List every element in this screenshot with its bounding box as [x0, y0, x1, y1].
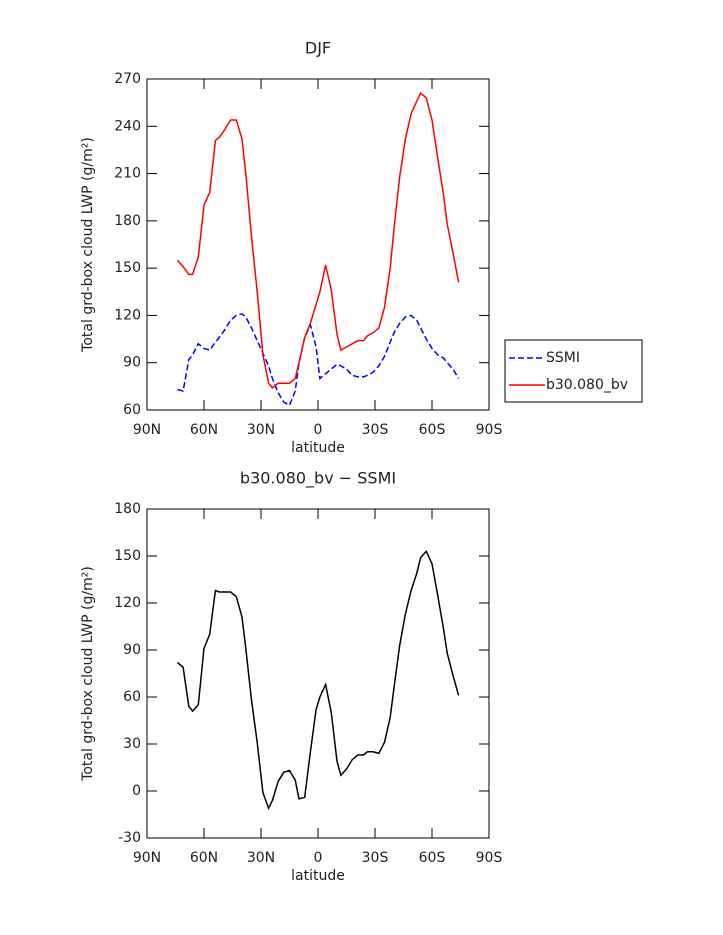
x-tick-label: 30N [247, 850, 275, 866]
x-tick-label: 30N [247, 422, 275, 438]
x-tick-label: 0 [314, 422, 323, 438]
y-tick-label: 270 [114, 71, 141, 87]
x-tick-label: 0 [314, 850, 323, 866]
legend-box [504, 339, 643, 403]
x-tick-label: 30S [362, 850, 389, 866]
x-tick-label: 60N [190, 422, 218, 438]
y-tick-label: 150 [114, 548, 141, 564]
plot-frame [146, 508, 490, 839]
x-tick-label: 60N [190, 850, 218, 866]
legend-label: SSMI [546, 350, 580, 366]
x-tick-label: 90N [133, 422, 161, 438]
y-tick-label: 180 [114, 501, 141, 517]
data-line [176, 549, 460, 811]
data-line [176, 92, 460, 389]
y-tick-label: 180 [114, 213, 141, 229]
y-tick-label: 60 [123, 402, 141, 418]
y-tick-label: 0 [132, 783, 141, 799]
chart-title: b30.080_bv − SSMI [240, 469, 396, 489]
y-tick-label: 90 [123, 355, 141, 371]
y-tick-label: 90 [123, 642, 141, 658]
x-axis-label: latitude [291, 868, 345, 884]
legend-label: b30.080_bv [546, 377, 628, 393]
x-tick-label: 30S [362, 422, 389, 438]
x-tick-label: 90N [133, 850, 161, 866]
y-axis-label: Total grd-box cloud LWP (g/m²) [80, 137, 96, 353]
y-tick-label: 120 [114, 595, 141, 611]
y-tick-label: 240 [114, 118, 141, 134]
y-tick-label: 30 [123, 736, 141, 752]
x-axis-label: latitude [291, 440, 345, 456]
y-tick-label: 210 [114, 166, 141, 182]
data-line [177, 313, 460, 407]
x-tick-label: 60S [419, 850, 446, 866]
chart-title: DJF [305, 39, 331, 58]
y-tick-label: -30 [118, 830, 141, 846]
y-tick-label: 150 [114, 260, 141, 276]
y-tick-label: 120 [114, 307, 141, 323]
x-tick-label: 90S [476, 850, 503, 866]
x-tick-label: 60S [419, 422, 446, 438]
x-tick-label: 90S [476, 422, 503, 438]
y-axis-label: Total grd-box cloud LWP (g/m²) [80, 566, 96, 782]
y-tick-label: 60 [123, 689, 141, 705]
